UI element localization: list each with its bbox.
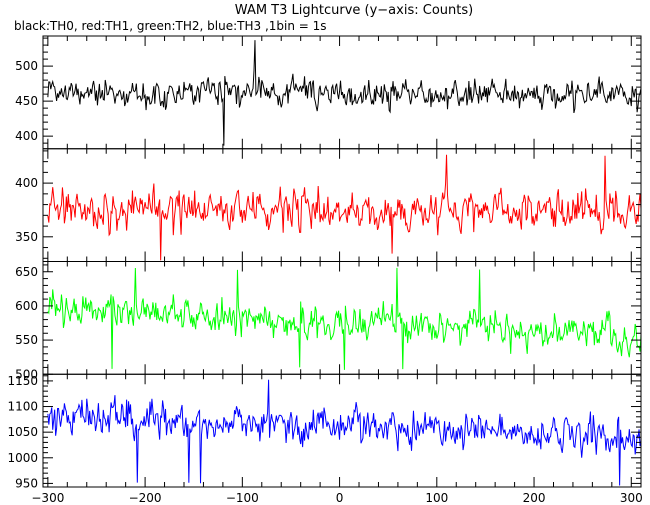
- y-tick-label: 550: [15, 333, 38, 347]
- y-tick-label: 1050: [7, 425, 38, 439]
- chart-title: WAM T3 Lightcurve (y−axis: Counts): [235, 3, 473, 18]
- panel-th2: 500 550 600 650: [15, 261, 642, 381]
- x-tick-label: 200: [523, 491, 546, 505]
- panel-th0: 400 450 500: [15, 35, 642, 150]
- chart-subtitle: black:TH0, red:TH1, green:TH2, blue:TH3 …: [14, 19, 327, 33]
- y-tick-label: 600: [15, 299, 38, 313]
- y-tick-label: 450: [15, 94, 38, 108]
- y-tick-label: 350: [15, 230, 38, 244]
- panel-th1: 350 400: [15, 148, 642, 262]
- y-tick-label: 500: [15, 367, 38, 381]
- y-tick-label: 650: [15, 265, 38, 279]
- series-line-th3: [47, 379, 641, 486]
- panel-frame: [42, 373, 642, 488]
- y-tick-label: 950: [15, 476, 38, 490]
- y-tick-label: 400: [15, 129, 38, 143]
- x-tick-label: −100: [226, 491, 259, 505]
- x-tick-label: −200: [129, 491, 162, 505]
- series-line-th2: [47, 267, 641, 370]
- y-tick-label: 500: [15, 59, 38, 73]
- x-tick-label: −300: [31, 491, 64, 505]
- panel-th3: 950 1000 1050 1100 1150: [7, 373, 642, 490]
- y-tick-label: 1100: [7, 400, 38, 414]
- y-tick-label: 1150: [7, 374, 38, 388]
- x-tick-label: 0: [336, 491, 344, 505]
- x-tick-label: 100: [425, 491, 448, 505]
- series-line-th1: [47, 154, 641, 261]
- series-line-th0: [47, 40, 641, 146]
- x-tick-label: 300: [620, 491, 643, 505]
- y-tick-label: 1000: [7, 451, 38, 465]
- y-tick-label: 400: [15, 176, 38, 190]
- plot-area: 4004505003504005005506006509501000105011…: [7, 35, 643, 505]
